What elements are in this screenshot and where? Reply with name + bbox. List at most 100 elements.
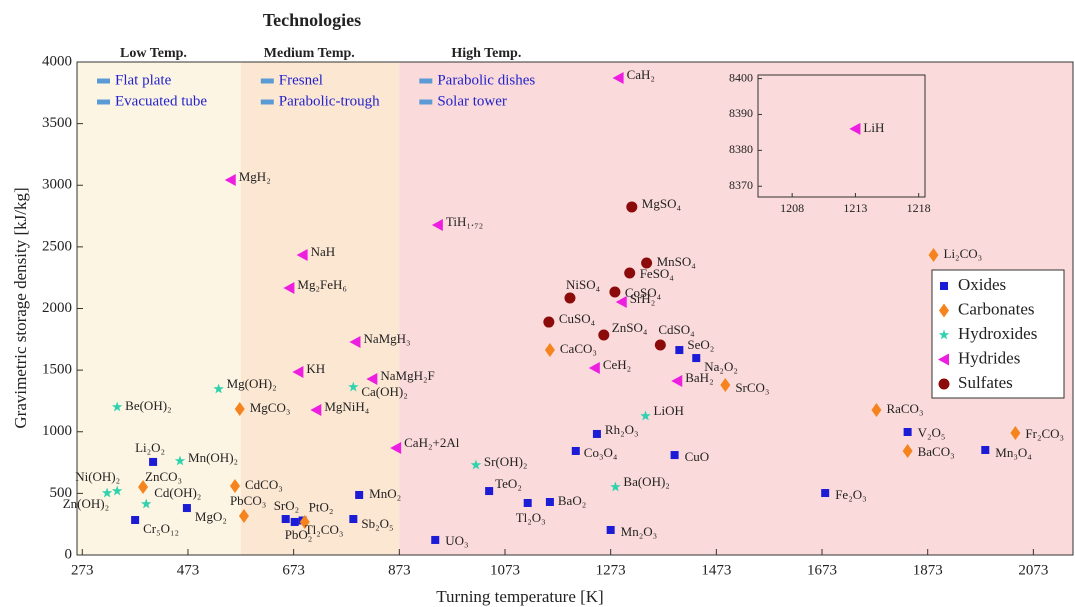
technology-marker [97,99,110,105]
data-point [101,487,113,498]
data-point [849,122,861,135]
legend-label: Hydrides [958,348,1020,367]
technology-name: Parabolic dishes [437,72,535,88]
point-label: Mn₃O₄ [995,445,1032,460]
point-label: Sr(OH)₂ [484,454,528,469]
legend-label: Hydroxides [958,324,1037,343]
point-label: SeO₂ [687,337,714,352]
point-label: MgCO₃ [250,400,291,415]
data-point [111,485,123,496]
y-tick-label: 3000 [42,177,72,193]
point-label: Ba(OH)₂ [623,474,669,489]
y-axis-label: Gravimetric storage density [kJ/kg] [11,187,30,428]
data-point [149,457,158,466]
data-point [624,267,636,279]
x-tick-label: 673 [282,562,305,578]
data-point [1010,425,1021,440]
data-point [588,362,600,375]
data-point [141,498,152,509]
y-tick-label: 500 [50,485,73,501]
data-point [641,257,653,269]
technology-marker [260,99,274,105]
data-point [720,378,731,393]
point-label: UO₃ [445,533,468,548]
data-point [292,365,304,378]
point-label: NaH [311,244,336,259]
point-label: Be(OH)₂ [125,398,171,413]
data-point [606,525,615,534]
point-label: BaCO₃ [918,444,955,459]
data-point [349,515,358,524]
data-point [131,515,140,524]
data-point [610,481,621,492]
data-point [543,316,555,328]
technology-marker [260,78,274,84]
point-label: CoSO₄ [625,285,662,300]
region-name: Medium Temp. [264,46,355,61]
point-label: CdSO₄ [658,322,695,337]
point-label: ZnCO₃ [145,469,182,484]
x-tick-label: 2073 [1018,562,1048,578]
data-point [871,403,882,418]
data-point [349,336,361,349]
x-tick-label: 1073 [490,562,520,578]
data-point [138,479,149,494]
data-point [366,372,378,385]
point-label: Tl₂CO₃ [305,522,344,537]
inset-frame [757,74,926,198]
point-label: NiSO₄ [566,277,601,292]
x-axis-label: Turning temperature [K] [436,587,603,606]
data-point [470,459,482,470]
data-point [238,509,249,524]
point-label: Cd(OH)₂ [154,485,201,500]
y-tick-label: 2500 [42,238,72,254]
point-label: RaCO₃ [886,401,923,416]
data-point [564,292,576,304]
point-label: Co₃O₄ [584,445,618,460]
data-point [902,443,913,458]
point-label: MgSO₄ [642,196,682,211]
point-label: Mn(OH)₂ [188,450,238,465]
data-point [281,515,290,524]
data-point [213,383,224,394]
point-label: Na₂O₂ [704,359,738,374]
region-name: Low Temp. [120,46,187,61]
point-label: NaMgH₂F [380,368,434,383]
point-label: Fr₂CO₃ [1025,426,1064,441]
data-point [310,404,322,417]
point-label: MnO₂ [369,486,401,501]
point-label: PbCO₃ [230,493,266,508]
inset-x-tick-label: 1218 [907,201,931,215]
data-point [592,429,601,438]
data-point [296,249,308,262]
point-label: Fe₂O₃ [835,487,866,502]
x-tick-label: 473 [177,562,200,578]
legend-label: Oxides [958,275,1006,294]
data-point [299,514,310,529]
point-label: TeO₂ [495,476,522,491]
x-tick-label: 1473 [701,562,731,578]
point-label: CaCO₃ [560,341,597,356]
point-label: MgNiH₄ [324,399,369,414]
y-tick-label: 0 [65,546,73,562]
data-point [111,401,123,412]
point-label: Cr₅O₁₂ [143,521,179,536]
data-point [523,498,532,507]
legend-label: Carbonates [958,299,1034,318]
point-label: BaH₂ [685,370,713,385]
chart-title: Technologies [263,10,361,30]
data-point [654,339,666,351]
data-point [692,354,701,363]
inset-y-tick-label: 8370 [729,178,753,192]
point-label: Tl₂O₃ [516,510,546,525]
inset-x-tick-label: 1213 [843,201,867,215]
data-point [545,498,554,507]
point-label: FeSO₄ [640,266,675,281]
point-label: CaH₂+2Al [404,435,460,450]
technology-name: Parabolic-trough [279,93,380,109]
technology-name: Fresnel [279,72,323,88]
legend-marker [938,329,950,340]
point-label: Ni(OH)₂ [75,469,120,484]
data-point [626,201,638,213]
